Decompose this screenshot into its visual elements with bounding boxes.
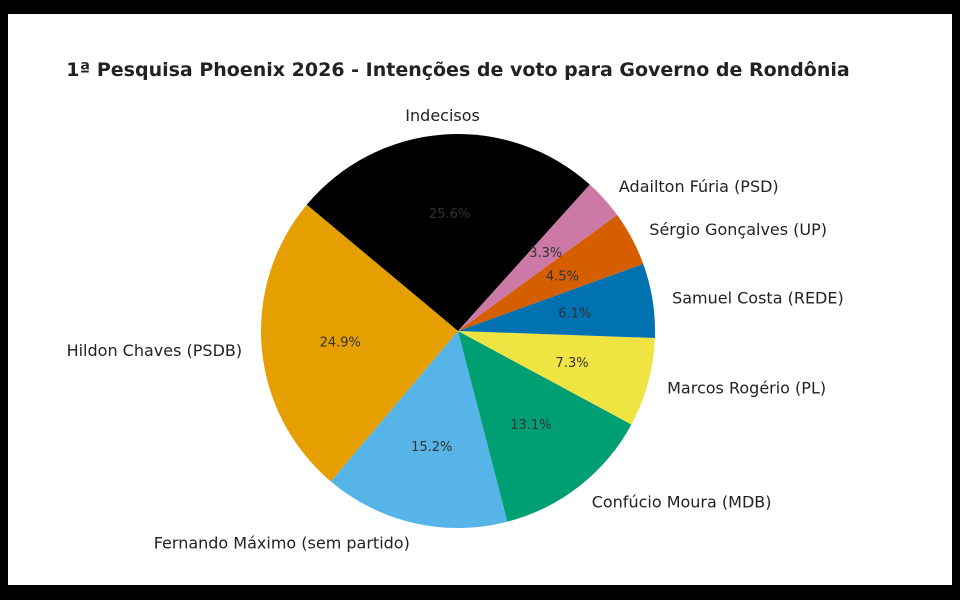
pie-slice-4 bbox=[458, 331, 655, 425]
pie-chart: 1ª Pesquisa Phoenix 2026 - Intenções de … bbox=[66, 59, 849, 552]
chart-frame: 1ª Pesquisa Phoenix 2026 - Intenções de … bbox=[8, 14, 952, 585]
pie-slice-0 bbox=[306, 134, 590, 331]
slice-label: Sérgio Gonçalves (UP) bbox=[649, 220, 827, 239]
pie-slice-3 bbox=[458, 331, 632, 522]
slice-label: Indecisos bbox=[405, 106, 480, 125]
pct-label: 3.3% bbox=[529, 246, 562, 261]
slice-label: Confúcio Moura (MDB) bbox=[592, 493, 772, 512]
pie-slice-2 bbox=[330, 331, 508, 528]
slice-label: Fernando Máximo (sem partido) bbox=[154, 533, 410, 552]
pct-label: 15.2% bbox=[411, 440, 452, 455]
slice-label: Hildon Chaves (PSDB) bbox=[67, 341, 243, 360]
slice-label: Marcos Rogério (PL) bbox=[667, 379, 826, 398]
pie-slice-1 bbox=[261, 204, 458, 482]
pie-slice-5 bbox=[458, 263, 655, 339]
slice-label: Adailton Fúria (PSD) bbox=[619, 177, 779, 196]
pct-label: 24.9% bbox=[320, 335, 361, 350]
pct-label: 13.1% bbox=[510, 418, 551, 433]
pct-label: 25.6% bbox=[429, 207, 470, 222]
pct-label: 7.3% bbox=[556, 356, 589, 371]
slice-label: Samuel Costa (REDE) bbox=[672, 288, 844, 307]
pie-slice-6 bbox=[458, 214, 644, 331]
pct-label: 4.5% bbox=[546, 269, 579, 284]
pie-slice-7 bbox=[458, 184, 618, 331]
pct-label: 6.1% bbox=[558, 307, 591, 322]
chart-title: 1ª Pesquisa Phoenix 2026 - Intenções de … bbox=[66, 59, 849, 81]
